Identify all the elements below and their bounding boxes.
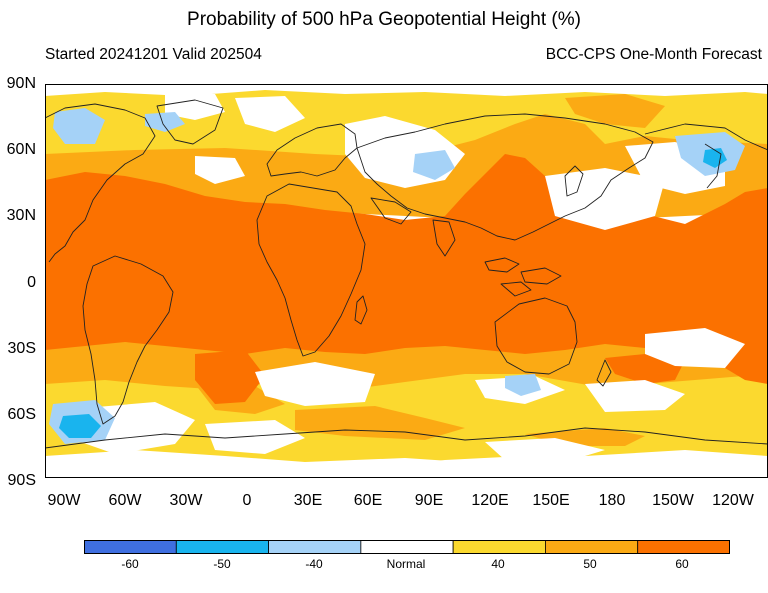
color-legend — [84, 540, 730, 554]
forecast-source: BCC-CPS One-Month Forecast — [545, 46, 762, 63]
lon-label-30w: 30W — [169, 492, 203, 509]
lat-label-60s: 60S — [7, 406, 36, 423]
legend-box-1 — [175, 540, 269, 554]
lat-label-60n: 60N — [6, 141, 36, 158]
lon-label-30e: 30E — [293, 492, 323, 509]
lat-label-0: 0 — [27, 274, 36, 291]
legend-box-5 — [545, 540, 639, 554]
lat-label-90s: 90S — [7, 472, 36, 489]
legend-label-normal: Normal — [386, 557, 426, 571]
legend-box-6 — [637, 540, 730, 554]
legend-box-2 — [268, 540, 362, 554]
lat-label-30n: 30N — [6, 207, 36, 224]
forecast-dates: Started 20241201 Valid 202504 — [45, 46, 262, 63]
legend-label-minus50: -50 — [213, 557, 231, 571]
lon-label-90e: 90E — [414, 492, 444, 509]
legend-box-4 — [452, 540, 546, 554]
legend-label-60: 60 — [675, 557, 689, 571]
coastlines — [45, 99, 768, 449]
legend-box-3 — [360, 540, 454, 554]
legend-label-minus60: -60 — [121, 557, 139, 571]
legend-box-0 — [84, 540, 177, 554]
lon-label-150w: 150W — [652, 492, 694, 509]
lon-label-60e: 60E — [353, 492, 383, 509]
map-title: Probability of 500 hPa Geopotential Heig… — [187, 9, 581, 30]
lon-label-90w: 90W — [47, 492, 81, 509]
lon-label-150e: 150E — [532, 492, 570, 509]
legend-label-50: 50 — [583, 557, 597, 571]
prob-below50-regions — [59, 148, 727, 438]
lat-label-30s: 30S — [7, 340, 36, 357]
lat-label-90n: 90N — [6, 75, 36, 92]
lon-label-180: 180 — [598, 492, 626, 509]
lon-label-60w: 60W — [108, 492, 142, 509]
lon-label-120w: 120W — [712, 492, 754, 509]
legend-label-40: 40 — [491, 557, 505, 571]
lon-label-0: 0 — [242, 492, 252, 509]
probability-map — [45, 84, 768, 478]
legend-label-minus40: -40 — [305, 557, 323, 571]
lon-label-120e: 120E — [471, 492, 509, 509]
